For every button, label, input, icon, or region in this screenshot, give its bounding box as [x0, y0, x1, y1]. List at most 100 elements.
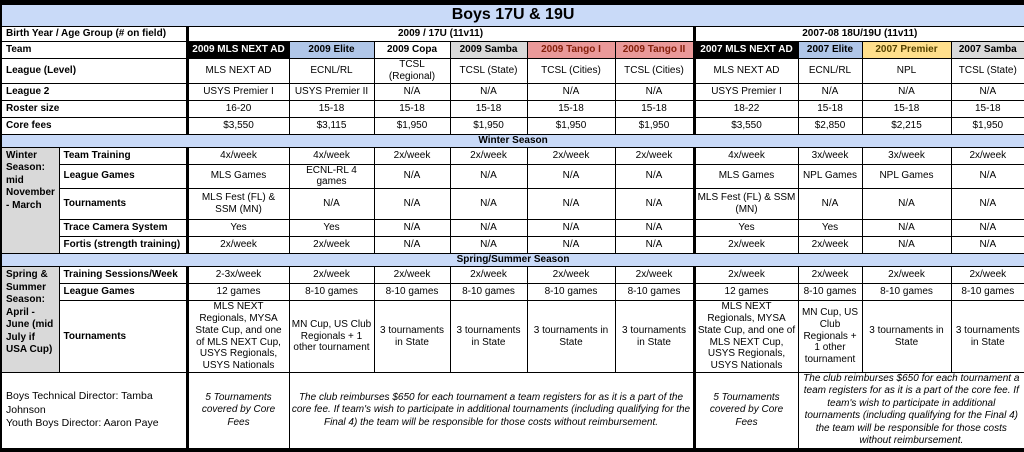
- table-cell: N/A: [449, 188, 528, 221]
- table-cell: 18-22: [692, 99, 799, 118]
- table-cell: 2x/week: [861, 266, 952, 285]
- table-cell: 2x/week: [614, 266, 695, 285]
- table-cell: N/A: [614, 219, 695, 238]
- table-cell: MLS NEXT Regionals, MYSA State Cup, and …: [692, 300, 799, 373]
- table-cell: N/A: [526, 163, 616, 190]
- table-cell: 3x/week: [861, 146, 952, 165]
- table-cell: 16-20: [185, 99, 290, 118]
- table-cell: N/A: [526, 236, 616, 255]
- row-label: Core fees: [0, 116, 188, 135]
- table-cell: N/A: [449, 236, 528, 255]
- row-label: Roster size: [0, 99, 188, 118]
- table-cell: TCSL (State): [449, 58, 528, 84]
- table-cell: MLS Games: [692, 163, 799, 190]
- table-cell: USYS Premier II: [288, 82, 375, 101]
- team-header: 2009 Samba: [449, 41, 528, 59]
- table-cell: 2x/week: [288, 236, 375, 255]
- table-cell: TCSL (Regional): [373, 58, 451, 84]
- table-cell: MLS NEXT Regionals, MYSA State Cup, and …: [185, 300, 290, 373]
- table-cell: N/A: [797, 188, 863, 221]
- table-cell: Yes: [692, 219, 799, 238]
- director-line: Youth Boys Director: Aaron Paye: [6, 417, 159, 430]
- table-cell: 15-18: [950, 99, 1024, 118]
- table-cell: $3,550: [692, 116, 799, 135]
- table-cell: 4x/week: [288, 146, 375, 165]
- table-cell: 15-18: [373, 99, 451, 118]
- table-cell: USYS Premier I: [185, 82, 290, 101]
- table-cell: TCSL (Cities): [614, 58, 695, 84]
- table-cell: N/A: [449, 163, 528, 190]
- table-cell: MLS Fest (FL) & SSM (MN): [692, 188, 799, 221]
- table-cell: N/A: [449, 219, 528, 238]
- table-cell: ECNL/RL: [797, 58, 863, 84]
- row-label: League Games: [58, 283, 188, 302]
- table-cell: N/A: [950, 188, 1024, 221]
- team-header: 2009 Tango I: [526, 41, 616, 59]
- table-cell: N/A: [526, 188, 616, 221]
- winter-season-sidebar: Winter Season: mid November - March: [0, 146, 60, 255]
- age-group-2009: 2009 / 17U (11v11): [185, 26, 695, 42]
- row-label: Trace Camera System: [58, 219, 188, 238]
- team-header: 2009 Copa: [373, 41, 451, 59]
- table-cell: 4x/week: [692, 146, 799, 165]
- table-cell: 8-10 games: [614, 283, 695, 302]
- table-cell: 2x/week: [449, 146, 528, 165]
- table-cell: MN Cup, US Club Regionals + 1 other tour…: [797, 300, 863, 373]
- table-cell: 2x/week: [797, 266, 863, 285]
- section-header-winter: Winter Season: [0, 133, 1024, 148]
- page-title: Boys 17U & 19U: [0, 2, 1024, 27]
- table-cell: USYS Premier I: [692, 82, 799, 101]
- table-cell: 15-18: [861, 99, 952, 118]
- directors-cell: Boys Technical Director: Tamba Johnson Yo…: [0, 371, 188, 451]
- table-cell: 2x/week: [950, 146, 1024, 165]
- table-cell: N/A: [861, 219, 952, 238]
- table-cell: MN Cup, US Club Regionals + 1 other tour…: [288, 300, 375, 373]
- table-cell: 15-18: [526, 99, 616, 118]
- table-cell: 15-18: [797, 99, 863, 118]
- table-cell: 12 games: [692, 283, 799, 302]
- table-cell: 15-18: [288, 99, 375, 118]
- director-line: Boys Technical Director: Tamba Johnson: [6, 390, 153, 416]
- table-cell: 8-10 games: [861, 283, 952, 302]
- table-cell: 2x/week: [692, 236, 799, 255]
- table-cell: 2-3x/week: [185, 266, 290, 285]
- row-label: Tournaments: [58, 188, 188, 221]
- table-cell: $1,950: [950, 116, 1024, 135]
- table-cell: 2x/week: [950, 266, 1024, 285]
- table-cell: N/A: [950, 236, 1024, 255]
- table-cell: N/A: [797, 82, 863, 101]
- table-cell: 8-10 games: [950, 283, 1024, 302]
- table-cell: 2x/week: [288, 266, 375, 285]
- table-cell: 8-10 games: [288, 283, 375, 302]
- table-cell: $1,950: [449, 116, 528, 135]
- table-cell: N/A: [614, 163, 695, 190]
- row-label: League (Level): [0, 58, 188, 84]
- table-cell: N/A: [614, 188, 695, 221]
- table-cell: MLS Games: [185, 163, 290, 190]
- team-header: 2009 Tango II: [614, 41, 695, 59]
- table-cell: 15-18: [614, 99, 695, 118]
- table-cell: 4x/week: [185, 146, 290, 165]
- core-fee-note-2009: 5 Tournaments covered by Core Fees: [185, 371, 290, 451]
- table-cell: $3,115: [288, 116, 375, 135]
- table-cell: N/A: [861, 188, 952, 221]
- table-cell: ECNL/RL: [288, 58, 375, 84]
- table-cell: N/A: [373, 163, 451, 190]
- table-cell: $1,950: [614, 116, 695, 135]
- table-cell: N/A: [861, 236, 952, 255]
- row-label: Tournaments: [58, 300, 188, 373]
- table-cell: N/A: [950, 219, 1024, 238]
- table-cell: 8-10 games: [373, 283, 451, 302]
- table-cell: Yes: [797, 219, 863, 238]
- row-label: Team Training: [58, 146, 188, 165]
- section-header-spring-summer: Spring/Summer Season: [0, 253, 1024, 268]
- table-cell: NPL Games: [861, 163, 952, 190]
- table-cell: MLS Fest (FL) & SSM (MN): [185, 188, 290, 221]
- team-header: 2007 Samba: [950, 41, 1024, 59]
- table-cell: ECNL-RL 4 games: [288, 163, 375, 190]
- table-cell: $1,950: [526, 116, 616, 135]
- table-cell: 8-10 games: [526, 283, 616, 302]
- table-cell: $2,850: [797, 116, 863, 135]
